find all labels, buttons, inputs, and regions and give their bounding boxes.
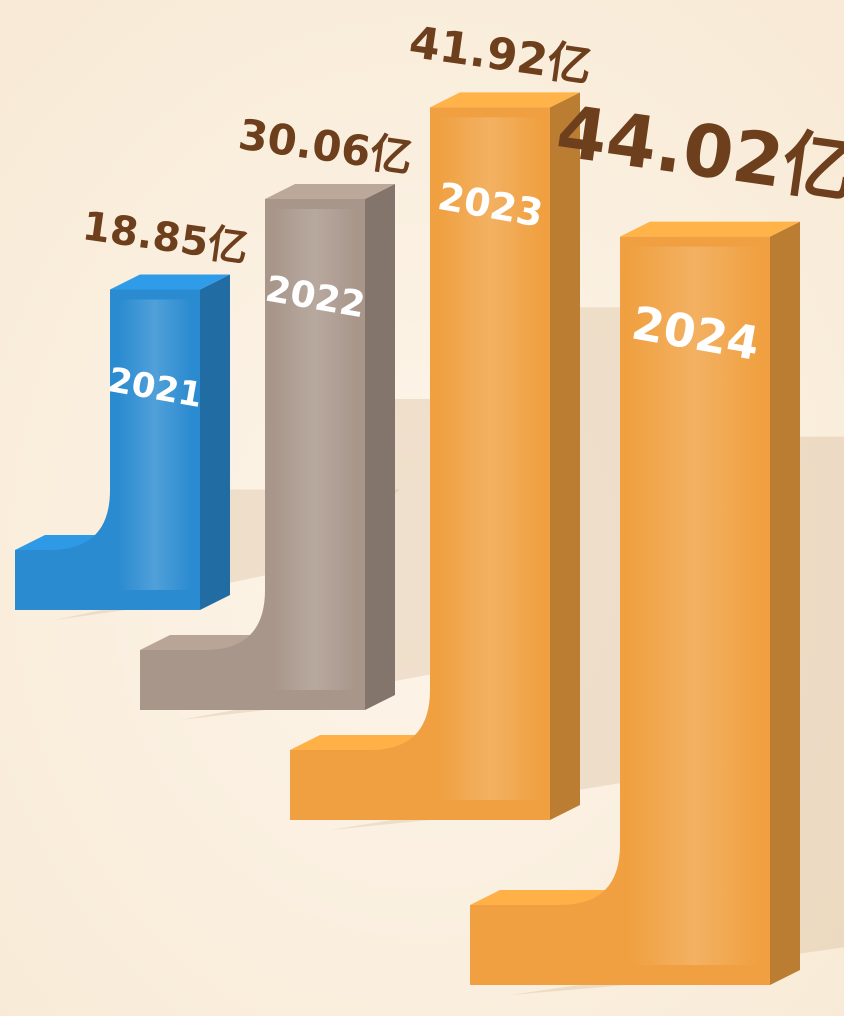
bar-side bbox=[200, 274, 230, 610]
shadow bbox=[510, 436, 844, 995]
bar-side bbox=[550, 92, 580, 821]
bar-shine bbox=[438, 117, 542, 801]
bar-top bbox=[265, 183, 395, 199]
bar-shine bbox=[628, 246, 762, 965]
bar-top bbox=[620, 221, 800, 237]
bar-shine bbox=[118, 299, 192, 590]
bar-shine bbox=[273, 208, 357, 691]
bar-top bbox=[110, 274, 230, 290]
bar-top bbox=[430, 92, 580, 108]
bar-side bbox=[365, 183, 395, 711]
bar-side bbox=[770, 221, 800, 985]
